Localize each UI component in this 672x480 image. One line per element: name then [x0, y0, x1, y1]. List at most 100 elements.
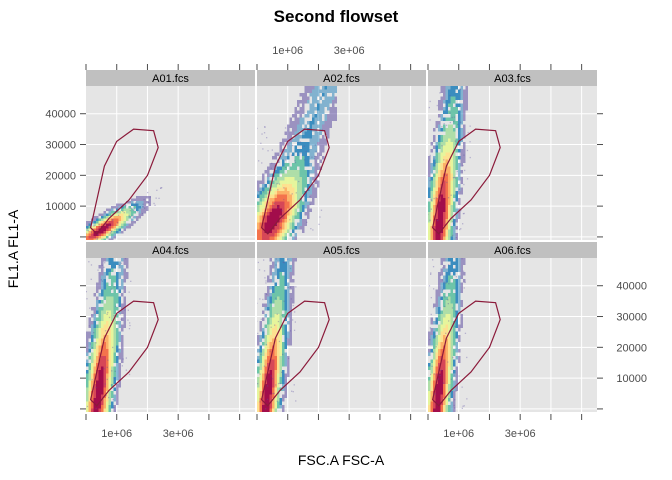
- density-cell: [438, 398, 441, 402]
- density-cell: [272, 359, 275, 363]
- density-cell: [297, 138, 300, 142]
- density-cell: [448, 272, 451, 276]
- density-cell: [430, 363, 433, 367]
- density-cell: [96, 233, 99, 236]
- density-cell: [289, 180, 292, 184]
- density-cell: [269, 324, 272, 328]
- density-cell: [269, 258, 272, 262]
- density-cell: [448, 233, 451, 237]
- density-cell: [103, 258, 106, 262]
- density-cell: [136, 218, 139, 221]
- density-cell: [93, 310, 96, 314]
- density-cell: [93, 352, 96, 356]
- density-cell: [269, 384, 272, 388]
- density-cell: [259, 201, 262, 205]
- density-cell: [453, 384, 456, 388]
- density-cell: [257, 398, 260, 402]
- density-cell: [448, 229, 451, 233]
- density-cell: [262, 222, 265, 226]
- density-dot: [309, 203, 311, 206]
- density-cell: [279, 296, 282, 300]
- density-cell: [294, 138, 297, 142]
- density-cell: [111, 324, 114, 328]
- density-cell: [319, 138, 322, 142]
- density-cell: [267, 342, 270, 346]
- density-cell: [433, 145, 436, 149]
- density-cell: [93, 387, 96, 391]
- density-cell: [443, 180, 446, 184]
- density-cell: [98, 373, 101, 377]
- density-cell: [450, 226, 453, 230]
- density-cell: [445, 194, 448, 198]
- density-cell: [106, 401, 109, 405]
- density-cell: [428, 380, 431, 384]
- density-cell: [113, 275, 116, 279]
- density-cell: [93, 216, 96, 219]
- density-cell: [272, 194, 275, 198]
- density-cell: [113, 405, 116, 409]
- density-cell: [103, 366, 106, 370]
- density-cell: [113, 342, 116, 346]
- density-cell: [96, 391, 99, 395]
- density-cell: [284, 229, 287, 233]
- density-cell: [297, 177, 300, 181]
- density-dot: [454, 177, 457, 179]
- density-cell: [458, 212, 461, 216]
- density-cell: [277, 208, 280, 212]
- density-cell: [108, 307, 111, 311]
- density-cell: [460, 321, 463, 325]
- density-cell: [317, 184, 320, 188]
- density-cell: [96, 223, 99, 226]
- density-cell: [440, 349, 443, 353]
- density-cell: [314, 191, 317, 195]
- density-cell: [287, 268, 290, 272]
- density-dot: [160, 187, 162, 189]
- density-dot: [104, 383, 106, 385]
- density-cell: [314, 187, 317, 191]
- density-dot: [456, 228, 458, 230]
- density-dot: [114, 370, 116, 372]
- density-cell: [430, 205, 433, 209]
- density-cell: [284, 180, 287, 184]
- density-dot: [295, 192, 297, 194]
- density-cell: [118, 216, 121, 219]
- density-dot: [147, 191, 149, 194]
- density-cell: [430, 198, 433, 202]
- density-cell: [267, 391, 270, 395]
- density-cell: [443, 135, 446, 139]
- density-cell: [257, 187, 260, 191]
- density-cell: [438, 380, 441, 384]
- density-cell: [267, 215, 270, 219]
- density-cell: [445, 159, 448, 163]
- density-cell: [450, 401, 453, 405]
- density-dot: [439, 92, 441, 94]
- density-dot: [464, 169, 466, 172]
- density-dot: [104, 330, 107, 332]
- density-dot: [426, 230, 427, 231]
- density-cell: [450, 286, 453, 290]
- density-cell: [302, 110, 305, 114]
- density-cell: [262, 370, 265, 374]
- density-cell: [324, 86, 327, 90]
- density-dot: [429, 100, 431, 103]
- density-cell: [118, 324, 121, 328]
- density-cell: [455, 293, 458, 297]
- density-cell: [302, 229, 305, 233]
- density-cell: [455, 166, 458, 170]
- density-cell: [103, 328, 106, 332]
- density-cells: [86, 258, 132, 412]
- density-cell: [267, 205, 270, 209]
- density-cell: [453, 89, 456, 93]
- density-cell: [445, 205, 448, 209]
- density-cell: [96, 401, 99, 405]
- density-cell: [284, 324, 287, 328]
- density-cell: [272, 394, 275, 398]
- density-cell: [445, 370, 448, 374]
- density-cell: [141, 196, 144, 199]
- density-cell: [91, 366, 94, 370]
- density-cell: [440, 258, 443, 262]
- density-cell: [284, 289, 287, 293]
- density-cell: [121, 349, 124, 353]
- density-cell: [93, 307, 96, 311]
- density-dot: [461, 407, 463, 409]
